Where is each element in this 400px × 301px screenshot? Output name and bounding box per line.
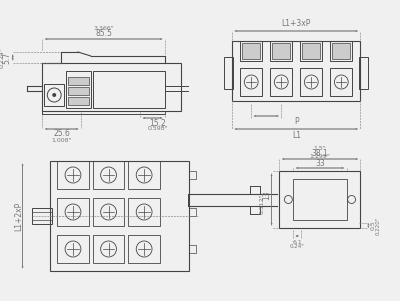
Bar [330,68,352,96]
Bar [280,171,360,228]
Bar [272,43,290,59]
Text: 1.008": 1.008" [51,138,72,142]
Bar [93,161,124,189]
Text: 1.299": 1.299" [310,154,330,160]
Bar [330,41,352,61]
Bar [50,161,188,271]
Bar [242,43,260,59]
Bar [232,41,360,101]
Bar [332,43,350,59]
Bar [188,208,196,216]
Bar [240,41,262,61]
Text: 0.220": 0.220" [376,216,381,234]
Text: 5.7: 5.7 [2,51,11,64]
Circle shape [52,93,56,97]
Bar [300,68,322,96]
Text: 13: 13 [262,191,271,200]
Text: 33: 33 [315,159,325,167]
Bar [68,87,89,95]
Bar [93,71,165,108]
Text: 0.598": 0.598" [147,126,168,132]
Text: L1+3xP: L1+3xP [282,20,311,29]
Text: L1+2xP: L1+2xP [14,201,23,231]
Bar [68,77,89,85]
Text: P: P [294,117,298,126]
Bar [188,171,196,179]
Bar [42,63,181,111]
Text: 15.2: 15.2 [149,119,166,128]
Bar [128,161,160,189]
Text: L1: L1 [292,131,301,139]
Bar [300,41,322,61]
Text: 0.224": 0.224" [0,47,4,68]
Text: 1.5": 1.5" [314,145,326,150]
Text: 0.24": 0.24" [290,244,305,250]
Bar [68,97,89,105]
Bar [224,57,233,89]
Bar [293,179,347,220]
Text: 6.1: 6.1 [292,240,302,244]
Bar [93,198,124,226]
Bar [66,71,91,108]
Bar [240,68,262,96]
Text: 25.6: 25.6 [53,129,70,138]
Bar [57,198,89,226]
Bar [57,161,89,189]
Text: 0.5: 0.5 [371,221,376,230]
Bar [57,235,89,263]
Bar [44,84,64,106]
Bar [93,235,124,263]
Text: 0.512": 0.512" [259,193,264,214]
Bar [128,235,160,263]
Text: 38.1: 38.1 [312,150,328,159]
Bar [128,198,160,226]
Bar [270,41,292,61]
Bar [188,245,196,253]
Text: 85.5: 85.5 [95,29,112,39]
Bar [270,68,292,96]
Bar [32,208,52,224]
Bar [302,43,320,59]
Text: 3.366": 3.366" [93,26,114,30]
Bar [360,57,368,89]
